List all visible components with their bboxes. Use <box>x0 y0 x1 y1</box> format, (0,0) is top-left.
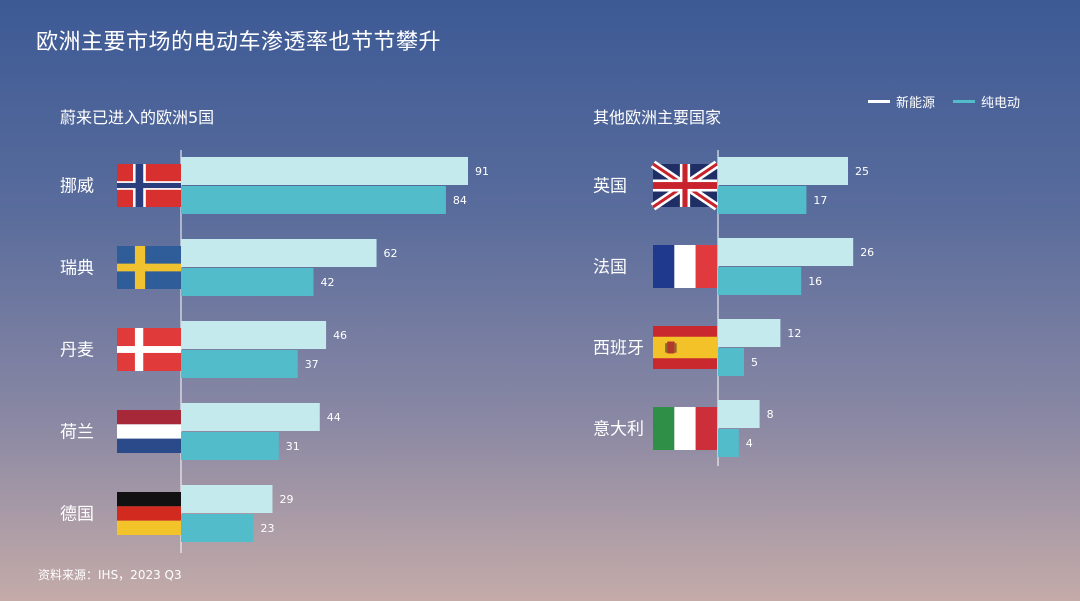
chart-legend: 新能源 纯电动 <box>867 92 1020 111</box>
legend-swatch-new-energy <box>867 100 890 103</box>
data-label: 16 <box>808 275 822 288</box>
bar-pure-electric <box>181 268 314 296</box>
right-panel-subtitle: 其他欧洲主要国家 <box>593 108 722 127</box>
norway-flag <box>117 164 181 207</box>
data-label: 12 <box>787 327 801 340</box>
sweden-flag <box>117 246 181 289</box>
bar-new-energy <box>718 157 848 185</box>
legend-label-new-energy: 新能源 <box>895 96 935 111</box>
bar-new-energy <box>181 157 468 185</box>
data-label: 26 <box>860 246 874 259</box>
country-label: 西班牙 <box>593 339 644 359</box>
bar-pure-electric <box>181 350 298 378</box>
bar-new-energy <box>718 400 760 428</box>
data-label: 91 <box>475 165 489 178</box>
italy-flag <box>653 407 717 450</box>
data-label: 44 <box>327 411 341 424</box>
bar-pure-electric <box>718 429 739 457</box>
bar-new-energy <box>181 239 377 267</box>
spain-flag <box>653 326 717 369</box>
bar-pure-electric <box>181 186 446 214</box>
data-label: 37 <box>305 358 319 371</box>
data-label: 42 <box>320 276 334 289</box>
bar-pure-electric <box>718 267 802 295</box>
data-label: 23 <box>261 522 275 535</box>
data-label: 5 <box>751 356 758 369</box>
country-label: 丹麦 <box>60 341 94 361</box>
legend-item-pure-electric: 纯电动 <box>952 92 1020 111</box>
data-label: 29 <box>279 493 293 506</box>
left-panel-subtitle: 蔚来已进入的欧洲5国 <box>60 108 215 127</box>
bar-new-energy <box>718 238 854 266</box>
bar-pure-electric <box>181 514 254 542</box>
uk-flag <box>650 160 720 211</box>
legend-swatch-pure-electric <box>952 100 975 103</box>
country-label: 意大利 <box>593 420 644 440</box>
legend-item-new-energy: 新能源 <box>867 92 935 111</box>
country-label: 荷兰 <box>60 423 94 443</box>
source-note: 资料来源：IHS，2023 Q3 <box>38 568 182 582</box>
data-label: 31 <box>286 440 300 453</box>
country-label: 瑞典 <box>60 259 94 279</box>
legend-label-pure-electric: 纯电动 <box>980 96 1020 111</box>
france-flag <box>653 245 717 288</box>
bar-pure-electric <box>718 348 744 376</box>
data-label: 17 <box>813 194 827 207</box>
data-label: 4 <box>746 437 753 450</box>
bar-new-energy <box>718 319 781 347</box>
netherlands-flag <box>117 410 181 453</box>
data-label: 8 <box>767 408 774 421</box>
data-label: 62 <box>384 247 398 260</box>
country-label: 挪威 <box>60 177 94 197</box>
country-label: 英国 <box>593 177 627 197</box>
bar-new-energy <box>181 321 327 349</box>
bar-new-energy <box>181 485 273 513</box>
bar-new-energy <box>181 403 320 431</box>
data-label: 46 <box>333 329 347 342</box>
bar-pure-electric <box>181 432 279 460</box>
denmark-flag <box>117 328 181 371</box>
data-label: 25 <box>855 165 869 178</box>
country-label: 德国 <box>60 505 94 525</box>
bar-pure-electric <box>718 186 807 214</box>
data-label: 84 <box>453 194 467 207</box>
page-title: 欧洲主要市场的电动车渗透率也节节攀升 <box>36 30 442 55</box>
germany-flag <box>117 492 181 535</box>
country-label: 法国 <box>593 258 627 278</box>
